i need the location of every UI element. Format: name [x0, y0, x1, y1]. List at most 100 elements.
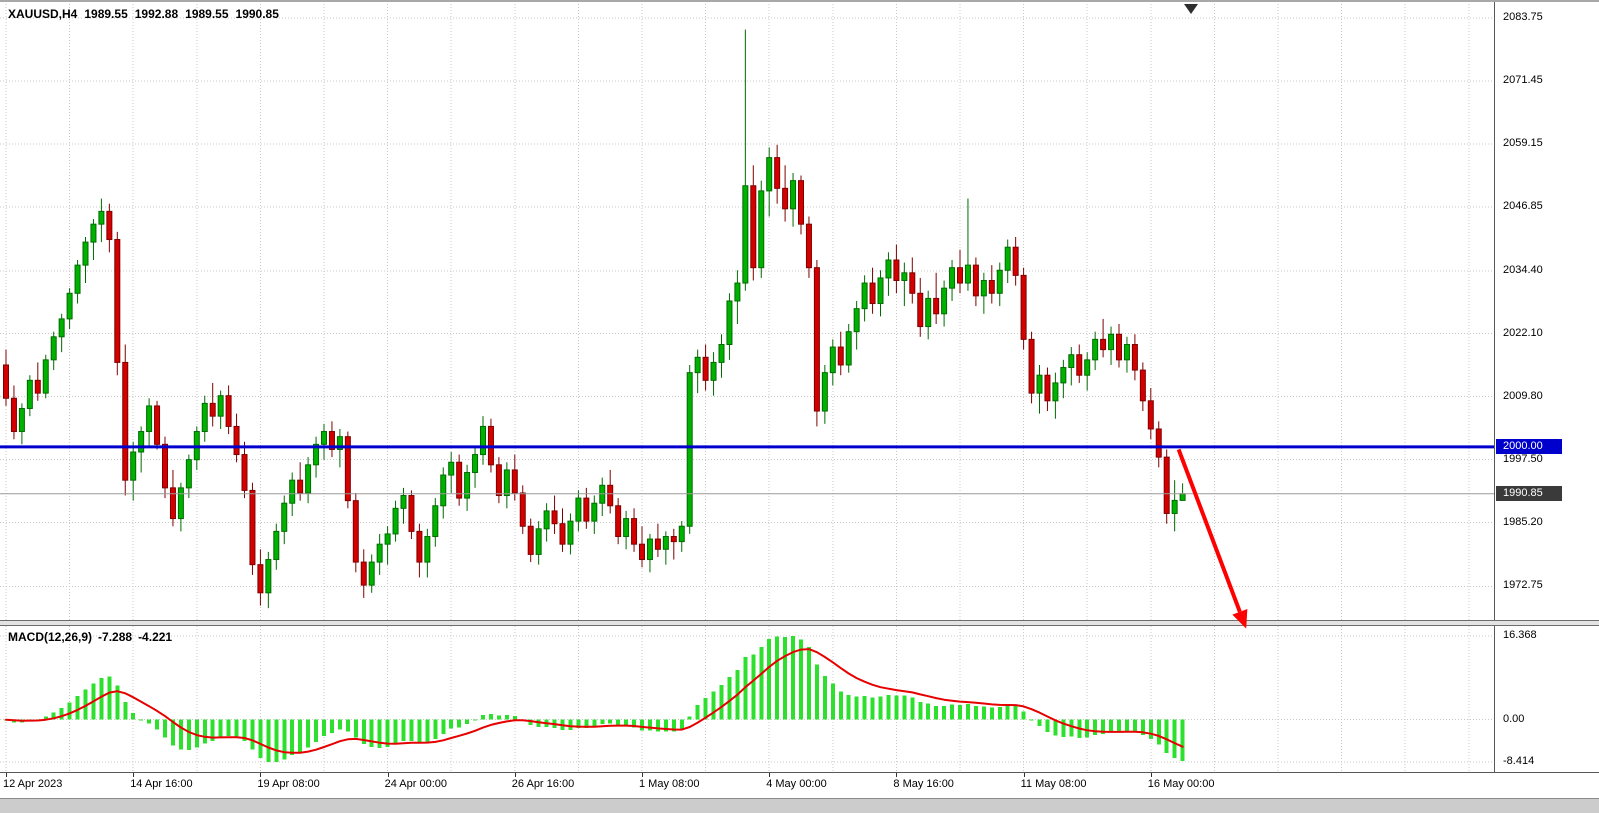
candle: [758, 180, 765, 278]
candle: [1116, 324, 1122, 368]
candle: [146, 398, 153, 447]
candle: [702, 344, 709, 391]
price-axis-label: 1997.50: [1503, 452, 1543, 465]
macd-bar: [934, 705, 939, 720]
macd-bar: [1148, 719, 1153, 740]
macd-bar: [178, 719, 183, 750]
candle: [885, 252, 892, 296]
chart-header: XAUUSD,H4 1989.55 1992.88 1989.55 1990.85: [8, 7, 286, 21]
macd-bar: [194, 719, 199, 748]
candle: [416, 523, 423, 578]
price-axis-label: 2071.45: [1503, 74, 1543, 87]
candle: [750, 165, 757, 281]
macd-bar: [433, 719, 438, 739]
macd-bar: [719, 684, 724, 720]
panel-splitter[interactable]: [0, 620, 1599, 626]
candle: [1100, 318, 1107, 358]
candle: [1155, 421, 1162, 468]
time-axis-tick: [387, 773, 389, 777]
macd-bar: [139, 719, 144, 721]
symbol-timeframe: XAUUSD,H4: [8, 7, 78, 21]
macd-bar: [958, 705, 962, 720]
ohlc-high: 1992.88: [134, 7, 179, 21]
price-axis-label: 2059.15: [1503, 137, 1543, 150]
candle: [1052, 372, 1059, 419]
candle: [662, 531, 669, 565]
macd-bar: [703, 698, 708, 720]
macd-bar: [186, 719, 191, 750]
candle: [177, 482, 184, 532]
macd-bar: [258, 719, 263, 759]
candle: [448, 452, 455, 493]
macd-bar: [1124, 719, 1129, 731]
macd-bar: [1037, 719, 1042, 726]
candle: [988, 265, 995, 304]
macd-bar: [401, 719, 406, 741]
macd-axis-label: -8.414: [1503, 754, 1535, 767]
candle: [782, 165, 789, 222]
macd-bar: [83, 689, 88, 720]
candle: [710, 352, 717, 396]
time-axis-label: 8 May 16:00: [893, 778, 954, 790]
candle: [615, 498, 622, 545]
price-chart-canvas[interactable]: [0, 2, 1494, 624]
macd-bar: [1061, 719, 1066, 737]
candle: [1044, 367, 1051, 412]
macd-indicator-canvas[interactable]: [0, 626, 1494, 772]
candle: [718, 334, 725, 378]
macd-bar: [584, 719, 589, 728]
macd-bar: [632, 719, 637, 728]
candle: [798, 175, 804, 235]
price-axis-label: 1985.20: [1503, 515, 1543, 528]
macd-bar: [67, 702, 72, 720]
candle: [209, 382, 216, 427]
price-axis[interactable]: 2000.00 1990.85 2083.75 2071.45 2059.15 204…: [1494, 2, 1599, 772]
macd-bar: [870, 697, 875, 720]
macd-bar: [202, 719, 207, 744]
candle: [1012, 236, 1019, 286]
candle: [106, 203, 113, 253]
macd-bar: [528, 719, 533, 725]
macd-bar: [965, 704, 970, 720]
candle: [3, 349, 9, 406]
candle: [678, 521, 685, 552]
macd-bar: [377, 719, 382, 748]
chart-shift-triangle-icon: [1184, 4, 1198, 14]
candle: [408, 490, 415, 540]
macd-bar: [759, 646, 764, 720]
macd-bar: [329, 719, 334, 734]
candle: [440, 467, 447, 519]
macd-bar: [767, 639, 772, 720]
macd-bar: [425, 719, 430, 743]
time-axis-tick: [769, 773, 771, 777]
time-axis-tick: [1150, 773, 1152, 777]
time-axis[interactable]: 12 Apr 2023 14 Apr 16:00 19 Apr 08:00 24 Ap…: [0, 772, 1599, 798]
macd-bar: [163, 719, 167, 738]
candle: [1004, 239, 1011, 284]
macd-bar: [266, 719, 271, 762]
candle: [138, 426, 145, 473]
time-axis-tick: [1023, 773, 1025, 777]
candle: [726, 293, 733, 360]
macd-bar: [608, 719, 613, 724]
macd-bar: [862, 695, 867, 720]
candle: [257, 549, 264, 606]
macd-bar: [59, 707, 64, 720]
macd-bar: [234, 719, 239, 738]
macd-bar: [902, 695, 907, 720]
candle: [66, 288, 73, 330]
candle: [313, 436, 320, 478]
candle: [909, 257, 916, 304]
candle: [305, 457, 312, 504]
time-axis-tick: [514, 773, 516, 777]
candle: [10, 385, 17, 440]
macd-bar: [210, 719, 215, 741]
candle: [18, 403, 25, 445]
macd-bar: [663, 719, 668, 732]
candle: [130, 441, 137, 501]
macd-signal-line: [5, 648, 1184, 754]
macd-bar: [298, 719, 303, 753]
candle: [1163, 449, 1170, 524]
macd-bar: [361, 719, 366, 745]
candle: [90, 219, 97, 261]
